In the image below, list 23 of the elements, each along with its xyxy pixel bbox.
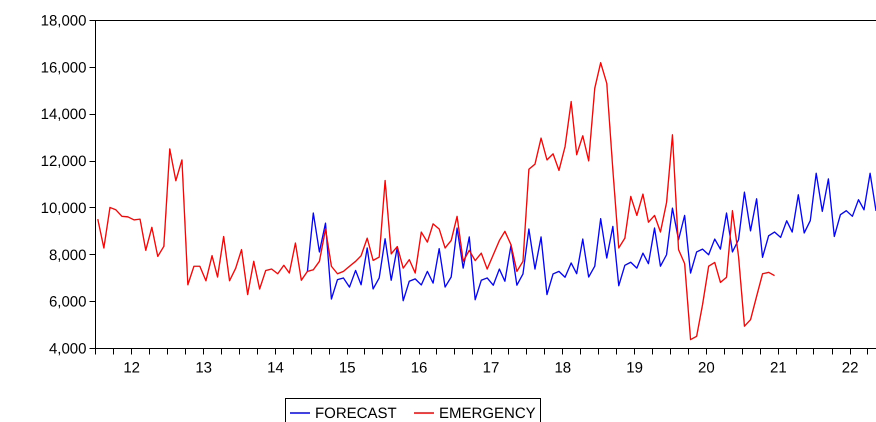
y-tick-label: 12,000 <box>40 153 86 170</box>
x-tick-label: 13 <box>195 360 212 376</box>
y-tick-label: 16,000 <box>40 59 86 76</box>
x-tick-label: 16 <box>410 360 428 376</box>
x-tick-label: 21 <box>770 360 787 376</box>
x-tick-label: 12 <box>123 360 140 376</box>
x-tick-label: 18 <box>554 360 572 376</box>
x-tick-label: 14 <box>267 360 284 376</box>
x-tick-label: 20 <box>698 360 715 376</box>
x-tick-label: 22 <box>842 360 858 376</box>
legend-label: EMERGENCY <box>439 405 536 422</box>
line-series <box>306 172 876 302</box>
legend-label: FORECAST <box>315 405 397 422</box>
y-tick-label: 8,000 <box>48 246 86 264</box>
y-tick-label: 6,000 <box>48 294 86 311</box>
y-tick-label: 10,000 <box>40 200 86 217</box>
x-tick-label: 17 <box>482 360 500 376</box>
x-tick-label: 19 <box>626 360 643 376</box>
y-tick-label: 4,000 <box>48 340 86 358</box>
y-tick-label: 18,000 <box>40 12 86 30</box>
line-series <box>97 62 776 340</box>
x-tick-label: 15 <box>338 360 356 376</box>
y-tick-label: 14,000 <box>40 106 86 124</box>
